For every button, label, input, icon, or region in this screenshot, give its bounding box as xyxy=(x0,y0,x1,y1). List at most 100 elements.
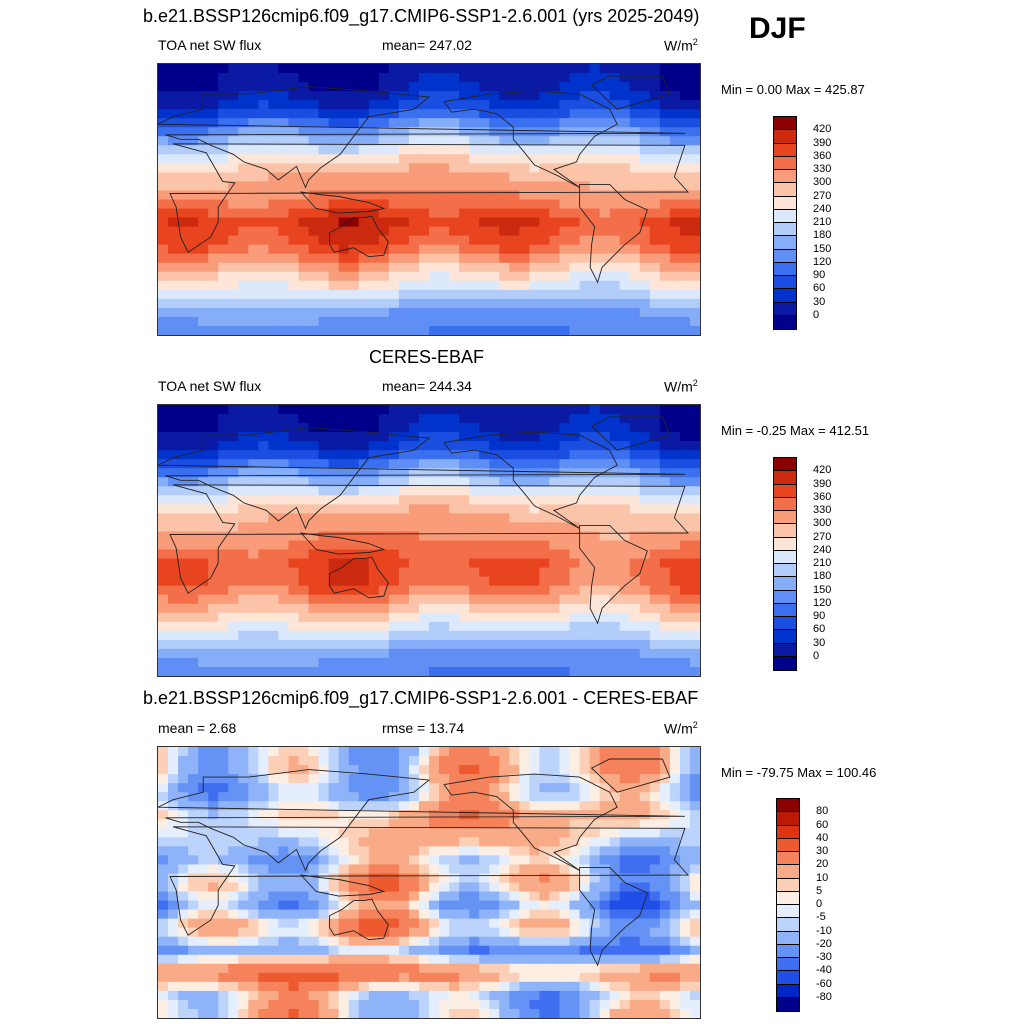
map-cell xyxy=(479,307,490,318)
map-cell xyxy=(288,558,300,569)
map-cell xyxy=(639,423,651,433)
map-cell xyxy=(328,882,340,893)
map-cell xyxy=(378,136,390,146)
map-cell xyxy=(218,594,229,605)
map-cell xyxy=(489,855,500,866)
map-cell xyxy=(679,774,691,784)
map-cell xyxy=(228,945,239,956)
map-cell xyxy=(278,316,290,327)
map-cell xyxy=(368,325,380,335)
map-cell xyxy=(659,900,671,911)
map-cell xyxy=(178,477,189,487)
map-cell xyxy=(308,810,320,820)
map-cell xyxy=(569,504,581,514)
map-cell xyxy=(198,64,209,74)
map-cell xyxy=(459,999,470,1010)
map-cell xyxy=(639,657,651,668)
map-cell xyxy=(459,459,470,469)
map-cell xyxy=(248,936,259,947)
map-cell xyxy=(258,325,270,335)
colorbar-tick-label: 60 xyxy=(813,282,826,295)
map-cell xyxy=(599,522,611,533)
map-cell xyxy=(449,181,460,192)
map-cell xyxy=(559,91,571,101)
map-cell xyxy=(429,999,440,1010)
map-cell xyxy=(328,136,340,146)
map-cell xyxy=(549,289,561,300)
map-cell xyxy=(649,91,661,101)
map-cell xyxy=(238,432,249,442)
map-cell xyxy=(338,82,350,92)
colorbar-swatch xyxy=(774,315,796,329)
map-cell xyxy=(649,846,661,856)
map-cell xyxy=(659,603,671,614)
map-cell xyxy=(559,747,571,757)
map-cell xyxy=(579,450,591,460)
map-cell xyxy=(388,783,400,793)
map-cell xyxy=(569,594,581,605)
map-cell xyxy=(539,100,551,110)
map-cell xyxy=(659,316,671,327)
map-cell xyxy=(649,594,661,605)
map-cell xyxy=(659,109,671,119)
map-cell xyxy=(459,163,470,173)
map-cell xyxy=(258,217,270,228)
map-cell xyxy=(539,414,551,424)
map-cell xyxy=(408,253,420,264)
map-cell xyxy=(378,316,390,327)
map-cell xyxy=(599,630,611,641)
map-cell xyxy=(659,549,671,560)
map-cell xyxy=(629,91,641,101)
map-cell xyxy=(489,621,500,632)
map-cell xyxy=(388,810,400,820)
map-cell xyxy=(559,612,571,623)
map-cell xyxy=(479,774,490,784)
map-cell xyxy=(479,208,490,219)
map-cell xyxy=(288,756,300,766)
map-cell xyxy=(358,504,370,514)
map-cell xyxy=(318,181,330,192)
map-cell xyxy=(398,891,410,902)
map-cell xyxy=(499,954,510,965)
map-cell xyxy=(278,603,290,614)
map-cell xyxy=(158,945,169,956)
map-cell xyxy=(178,567,189,578)
map-cell xyxy=(348,289,360,300)
map-cell xyxy=(469,819,480,829)
map-cell xyxy=(238,1008,249,1018)
map-cell xyxy=(388,163,400,173)
map-cell xyxy=(619,756,631,766)
map-cell xyxy=(619,208,631,219)
map-cell xyxy=(358,531,370,542)
map-cell xyxy=(418,612,430,623)
map-cell xyxy=(308,522,320,533)
map-cell xyxy=(449,91,460,101)
map-cell xyxy=(278,999,290,1010)
map-cell xyxy=(549,891,561,902)
map-cell xyxy=(529,477,541,487)
map-cell xyxy=(559,792,571,802)
map-cell xyxy=(439,118,450,128)
map-cell xyxy=(479,262,490,273)
map-cell xyxy=(629,756,641,766)
map-cell xyxy=(248,504,259,514)
map-cell xyxy=(208,145,219,155)
map-cell xyxy=(679,549,691,560)
map-cell xyxy=(158,666,169,676)
panel3-unit-label: W/m2 xyxy=(664,720,698,737)
map-cell xyxy=(228,819,239,829)
map-cell xyxy=(489,918,500,929)
map-cell xyxy=(278,298,290,309)
map-cell xyxy=(368,1008,380,1018)
map-cell xyxy=(178,226,189,237)
map-cell xyxy=(198,280,209,291)
map-cell xyxy=(398,181,410,192)
map-cell xyxy=(499,576,510,587)
map-cell xyxy=(549,747,561,757)
map-cell xyxy=(609,145,621,155)
map-cell xyxy=(669,190,681,201)
map-cell xyxy=(439,414,450,424)
map-cell xyxy=(228,972,239,983)
map-cell xyxy=(188,756,199,766)
map-cell xyxy=(228,504,239,514)
